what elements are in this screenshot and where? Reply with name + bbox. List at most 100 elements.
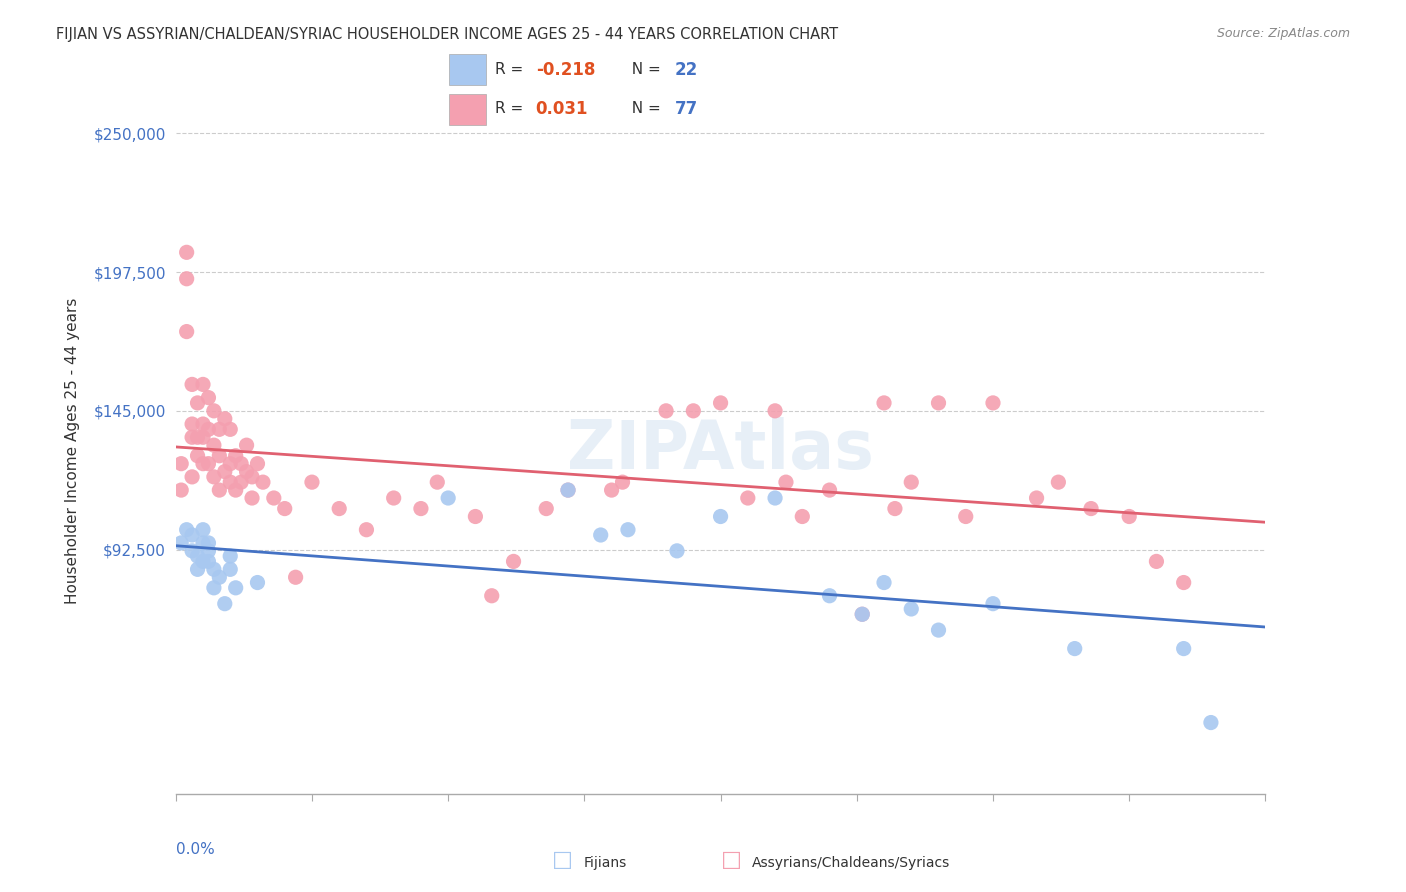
- Point: [225, 581, 247, 595]
- Point: [176, 245, 198, 260]
- Point: [981, 597, 1004, 611]
- Point: [666, 544, 689, 558]
- Point: [557, 483, 579, 497]
- Point: [186, 562, 209, 576]
- Point: [170, 457, 193, 471]
- Point: [202, 470, 225, 484]
- Point: [219, 562, 242, 576]
- FancyBboxPatch shape: [449, 94, 486, 125]
- Point: [426, 475, 449, 490]
- Point: [382, 491, 405, 505]
- Point: [502, 554, 524, 568]
- Text: R =: R =: [495, 102, 529, 116]
- Point: [328, 501, 350, 516]
- Point: [197, 422, 219, 436]
- Point: [284, 570, 307, 584]
- Point: [186, 549, 209, 563]
- Point: [1063, 641, 1085, 656]
- Point: [202, 581, 225, 595]
- Point: [900, 602, 922, 616]
- Point: [356, 523, 378, 537]
- Point: [1144, 554, 1167, 568]
- Point: [981, 396, 1004, 410]
- Point: [181, 430, 204, 444]
- Point: [1047, 475, 1070, 490]
- Point: [1025, 491, 1047, 505]
- Point: [763, 491, 786, 505]
- Point: [191, 554, 214, 568]
- FancyBboxPatch shape: [449, 54, 486, 85]
- Point: [181, 470, 204, 484]
- Point: [246, 575, 269, 590]
- Point: [225, 483, 247, 497]
- Text: R =: R =: [495, 62, 529, 77]
- Point: [191, 536, 214, 550]
- Point: [873, 575, 896, 590]
- Point: [763, 404, 786, 418]
- Text: FIJIAN VS ASSYRIAN/CHALDEAN/SYRIAC HOUSEHOLDER INCOME AGES 25 - 44 YEARS CORRELA: FIJIAN VS ASSYRIAN/CHALDEAN/SYRIAC HOUSE…: [56, 27, 838, 42]
- Point: [202, 404, 225, 418]
- Point: [240, 491, 263, 505]
- Point: [240, 470, 263, 484]
- Point: [710, 509, 733, 524]
- Text: N =: N =: [623, 102, 666, 116]
- Point: [214, 465, 236, 479]
- Point: [197, 391, 219, 405]
- Point: [263, 491, 285, 505]
- Point: [170, 536, 193, 550]
- Point: [197, 457, 219, 471]
- Point: [186, 396, 209, 410]
- Point: [219, 475, 242, 490]
- Point: [186, 430, 209, 444]
- Point: [851, 607, 873, 622]
- Point: [202, 562, 225, 576]
- Point: [792, 509, 814, 524]
- Y-axis label: Householder Income Ages 25 - 44 years: Householder Income Ages 25 - 44 years: [65, 297, 80, 604]
- Point: [873, 396, 896, 410]
- Text: Fijians: Fijians: [583, 855, 627, 870]
- Text: 22: 22: [675, 61, 699, 78]
- Point: [191, 430, 214, 444]
- Point: [219, 549, 242, 563]
- Point: [219, 457, 242, 471]
- Point: [219, 422, 242, 436]
- Point: [246, 457, 269, 471]
- Point: [181, 544, 204, 558]
- Point: [252, 475, 274, 490]
- Point: [197, 536, 219, 550]
- Point: [617, 523, 640, 537]
- Point: [737, 491, 759, 505]
- Point: [181, 377, 204, 392]
- Point: [481, 589, 503, 603]
- Point: [191, 457, 214, 471]
- Point: [1080, 501, 1102, 516]
- Point: [655, 404, 678, 418]
- Point: [235, 438, 257, 452]
- Point: [191, 377, 214, 392]
- Point: [208, 570, 231, 584]
- Point: [928, 623, 950, 637]
- Point: [214, 597, 236, 611]
- Point: [208, 422, 231, 436]
- Point: [214, 411, 236, 425]
- Point: [851, 607, 873, 622]
- Point: [1199, 715, 1222, 730]
- Point: [928, 396, 950, 410]
- Point: [1173, 641, 1195, 656]
- Point: [955, 509, 977, 524]
- Point: [600, 483, 623, 497]
- Text: □: □: [721, 850, 741, 870]
- Point: [176, 325, 198, 339]
- Text: 77: 77: [675, 100, 699, 118]
- Text: 0.031: 0.031: [536, 100, 588, 118]
- Text: Assyrians/Chaldeans/Syriacs: Assyrians/Chaldeans/Syriacs: [752, 855, 950, 870]
- Point: [818, 589, 841, 603]
- Point: [197, 554, 219, 568]
- Point: [197, 544, 219, 558]
- Point: [181, 528, 204, 542]
- Point: [437, 491, 460, 505]
- Text: □: □: [553, 850, 572, 870]
- Text: 0.0%: 0.0%: [176, 842, 215, 857]
- Text: Source: ZipAtlas.com: Source: ZipAtlas.com: [1216, 27, 1350, 40]
- Point: [274, 501, 297, 516]
